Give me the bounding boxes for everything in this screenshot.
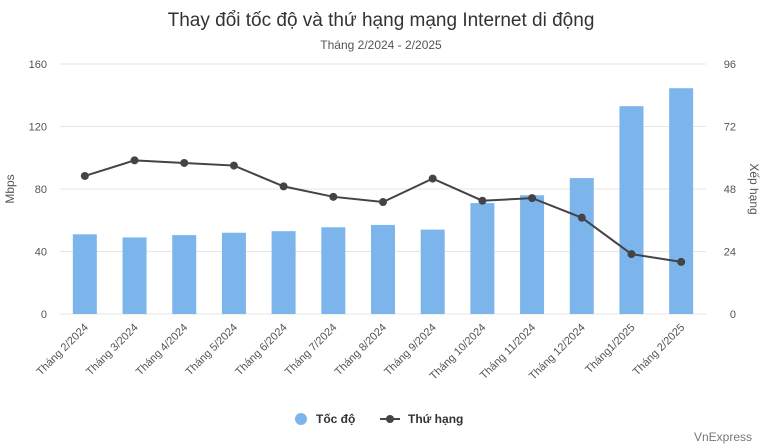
bar[interactable] [470, 203, 495, 314]
bar[interactable] [371, 224, 395, 314]
line-point[interactable] [379, 198, 387, 207]
legend-line-marker [386, 415, 394, 423]
line-point[interactable] [677, 257, 686, 266]
bar[interactable] [321, 227, 346, 314]
legend-bar-swatch [295, 413, 307, 425]
right-tick-label: 24 [724, 247, 736, 259]
left-tick-label: 40 [35, 247, 47, 259]
bar[interactable] [619, 106, 644, 314]
credit-text: VnExpress [694, 430, 752, 444]
legend-item-bar[interactable]: Tốc độ [295, 412, 355, 426]
legend-line-label: Thứ hạng [408, 412, 463, 426]
x-tick-label: Tháng1/2025 [583, 322, 637, 376]
left-tick-label: 160 [29, 59, 47, 71]
left-axis-title: Mbps [3, 174, 17, 203]
line-point[interactable] [180, 158, 189, 167]
bar-series [72, 88, 694, 314]
legend[interactable]: Tốc độ Thứ hạng [295, 412, 463, 426]
bar[interactable] [221, 232, 246, 314]
line-point[interactable] [627, 250, 636, 259]
right-axis-ticks: 0 24 48 72 96 [724, 59, 736, 321]
right-tick-label: 96 [724, 59, 736, 71]
x-tick-label: Tháng 3/2024 [84, 322, 140, 378]
bar[interactable] [420, 229, 445, 314]
x-tick-label: Tháng 6/2024 [233, 322, 289, 378]
x-tick-label: Tháng 7/2024 [283, 322, 339, 378]
left-axis-ticks: 0 40 80 120 160 [29, 59, 47, 321]
line-series [80, 156, 686, 266]
x-tick-label: Tháng 5/2024 [184, 322, 240, 378]
line-point[interactable] [577, 213, 586, 222]
legend-item-line[interactable]: Thứ hạng [380, 412, 463, 426]
line-point[interactable] [478, 196, 487, 205]
legend-bar-label: Tốc độ [316, 412, 355, 426]
bar[interactable] [172, 235, 197, 314]
bar[interactable] [569, 178, 594, 314]
bar[interactable] [520, 195, 545, 314]
chart-subtitle: Tháng 2/2024 - 2/2025 [320, 38, 442, 52]
x-tick-label: Tháng 2/2025 [631, 322, 687, 378]
x-tick-label: Tháng 8/2024 [333, 322, 389, 378]
line-point[interactable] [329, 192, 338, 201]
line-point[interactable] [229, 161, 238, 170]
grid-lines [60, 63, 706, 315]
right-tick-label: 0 [730, 309, 736, 321]
left-tick-label: 0 [41, 309, 47, 321]
right-tick-label: 72 [724, 122, 736, 134]
bar[interactable] [122, 237, 147, 314]
bar[interactable] [72, 234, 97, 314]
chart-title: Thay đổi tốc độ và thứ hạng mạng Interne… [168, 10, 595, 31]
right-tick-label: 48 [724, 184, 736, 196]
x-tick-label: Tháng 9/2024 [382, 322, 438, 378]
x-tick-label: Tháng 2/2024 [34, 322, 90, 378]
line-point[interactable] [528, 194, 537, 203]
bar[interactable] [669, 88, 694, 314]
right-axis-title: Xếp hạng [747, 163, 761, 214]
x-tick-label: Tháng 4/2024 [134, 322, 190, 378]
left-tick-label: 80 [35, 184, 47, 196]
line-point[interactable] [279, 182, 288, 191]
line-point[interactable] [130, 156, 139, 165]
line-point[interactable] [80, 171, 89, 180]
line-point[interactable] [428, 174, 437, 183]
bar[interactable] [271, 231, 296, 314]
left-tick-label: 120 [29, 122, 47, 134]
